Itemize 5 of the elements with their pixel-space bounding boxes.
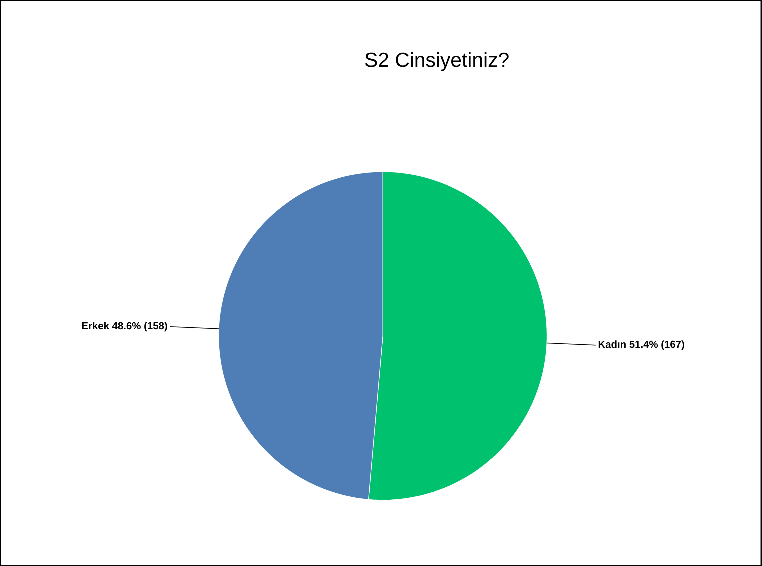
slice-label: Erkek — [82, 322, 110, 330]
data-label: 48.6% (158) — [112, 322, 168, 332]
chart-title: S2 Cinsiyetiniz? — [365, 52, 509, 72]
slice-label: Kadın — [598, 340, 626, 348]
data-label: 51.4% (167) — [630, 340, 684, 350]
